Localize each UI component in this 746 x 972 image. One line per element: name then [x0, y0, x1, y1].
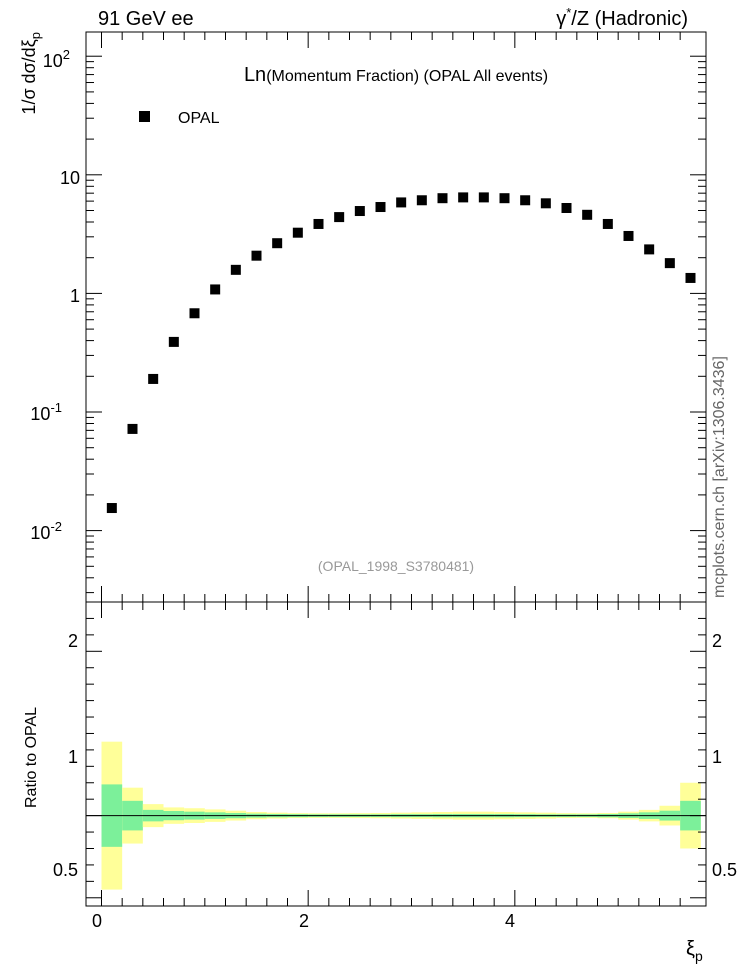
- data-point: [685, 272, 696, 283]
- main-ticks: [86, 32, 706, 602]
- data-point: [272, 238, 283, 249]
- ytick-label-10: 10: [60, 168, 80, 188]
- xtick-label-2: 2: [299, 911, 309, 931]
- data-point: [602, 218, 613, 229]
- data-point: [230, 264, 241, 275]
- header-right: γ*/Z (Hadronic): [556, 5, 688, 30]
- legend-marker: [139, 111, 150, 122]
- ratio-ytick-label-0.5: 0.5: [53, 860, 78, 880]
- data-point: [127, 423, 138, 434]
- data-point: [644, 244, 655, 255]
- ratio-frame: [85, 601, 707, 907]
- ytick-label-1: 1: [70, 286, 80, 306]
- ratio-panel: 2 1 0.5 2 1 0.5 0 2 4 Ratio to OPAL ξp: [23, 601, 737, 964]
- legend-label: OPAL: [178, 110, 220, 127]
- data-point: [189, 308, 200, 319]
- xtick-label-0: 0: [92, 911, 102, 931]
- header-left: 91 GeV ee: [98, 8, 194, 30]
- ratio-ticks: [86, 602, 706, 906]
- data-point: [458, 192, 469, 203]
- data-point: [499, 193, 510, 204]
- data-point: [148, 373, 159, 384]
- ratio-ylabel: Ratio to OPAL: [23, 707, 40, 808]
- chart-title: Ln(Momentum Fraction) (OPAL All events): [244, 64, 548, 86]
- ytick-label-0.01: 10-2: [30, 519, 62, 543]
- data-point: [437, 193, 448, 204]
- ratio-ytick-label-2-right: 2: [712, 631, 722, 651]
- data-point: [561, 202, 572, 213]
- xtick-label-4: 4: [505, 911, 515, 931]
- data-point: [251, 250, 262, 261]
- legend: OPAL: [139, 110, 220, 127]
- ratio-ytick-label-0.5-right: 0.5: [712, 860, 737, 880]
- data-point: [582, 209, 593, 220]
- data-point: [334, 212, 345, 223]
- data-point: [623, 230, 634, 241]
- data-point: [664, 258, 675, 269]
- main-panel: Ln(Momentum Fraction) (OPAL All events) …: [19, 31, 707, 603]
- data-point: [375, 202, 386, 213]
- data-point: [396, 197, 407, 208]
- data-point: [168, 336, 179, 347]
- data-point: [106, 503, 117, 514]
- data-point: [416, 195, 427, 206]
- main-ylabel: 1/σ dσ/dξp: [19, 32, 43, 115]
- side-label: mcplots.cern.ch [arXiv:1306.3436]: [711, 356, 728, 598]
- ytick-label-0.1: 10-1: [30, 400, 62, 424]
- ratio-ytick-label-1-right: 1: [712, 747, 722, 767]
- x-axis-label: ξp: [686, 938, 703, 964]
- data-point: [292, 227, 303, 238]
- data-point: [520, 195, 531, 206]
- ytick-label-100: 102: [43, 47, 70, 71]
- data-point: [354, 206, 365, 217]
- ratio-ytick-labels-left: 2 1 0.5: [53, 631, 78, 880]
- data-point: [478, 192, 489, 203]
- xtick-labels: 0 2 4: [92, 911, 515, 931]
- ratio-ytick-labels-right: 2 1 0.5: [712, 631, 737, 880]
- main-ytick-labels: 102 10 1 10-1 10-2: [30, 47, 80, 543]
- ratio-ytick-label-1: 1: [68, 747, 78, 767]
- ref-annotation: (OPAL_1998_S3780481): [318, 558, 474, 574]
- ratio-ytick-label-2: 2: [68, 631, 78, 651]
- main-points: [106, 192, 696, 514]
- data-point: [313, 218, 324, 229]
- data-point: [540, 198, 551, 209]
- data-point: [210, 284, 221, 295]
